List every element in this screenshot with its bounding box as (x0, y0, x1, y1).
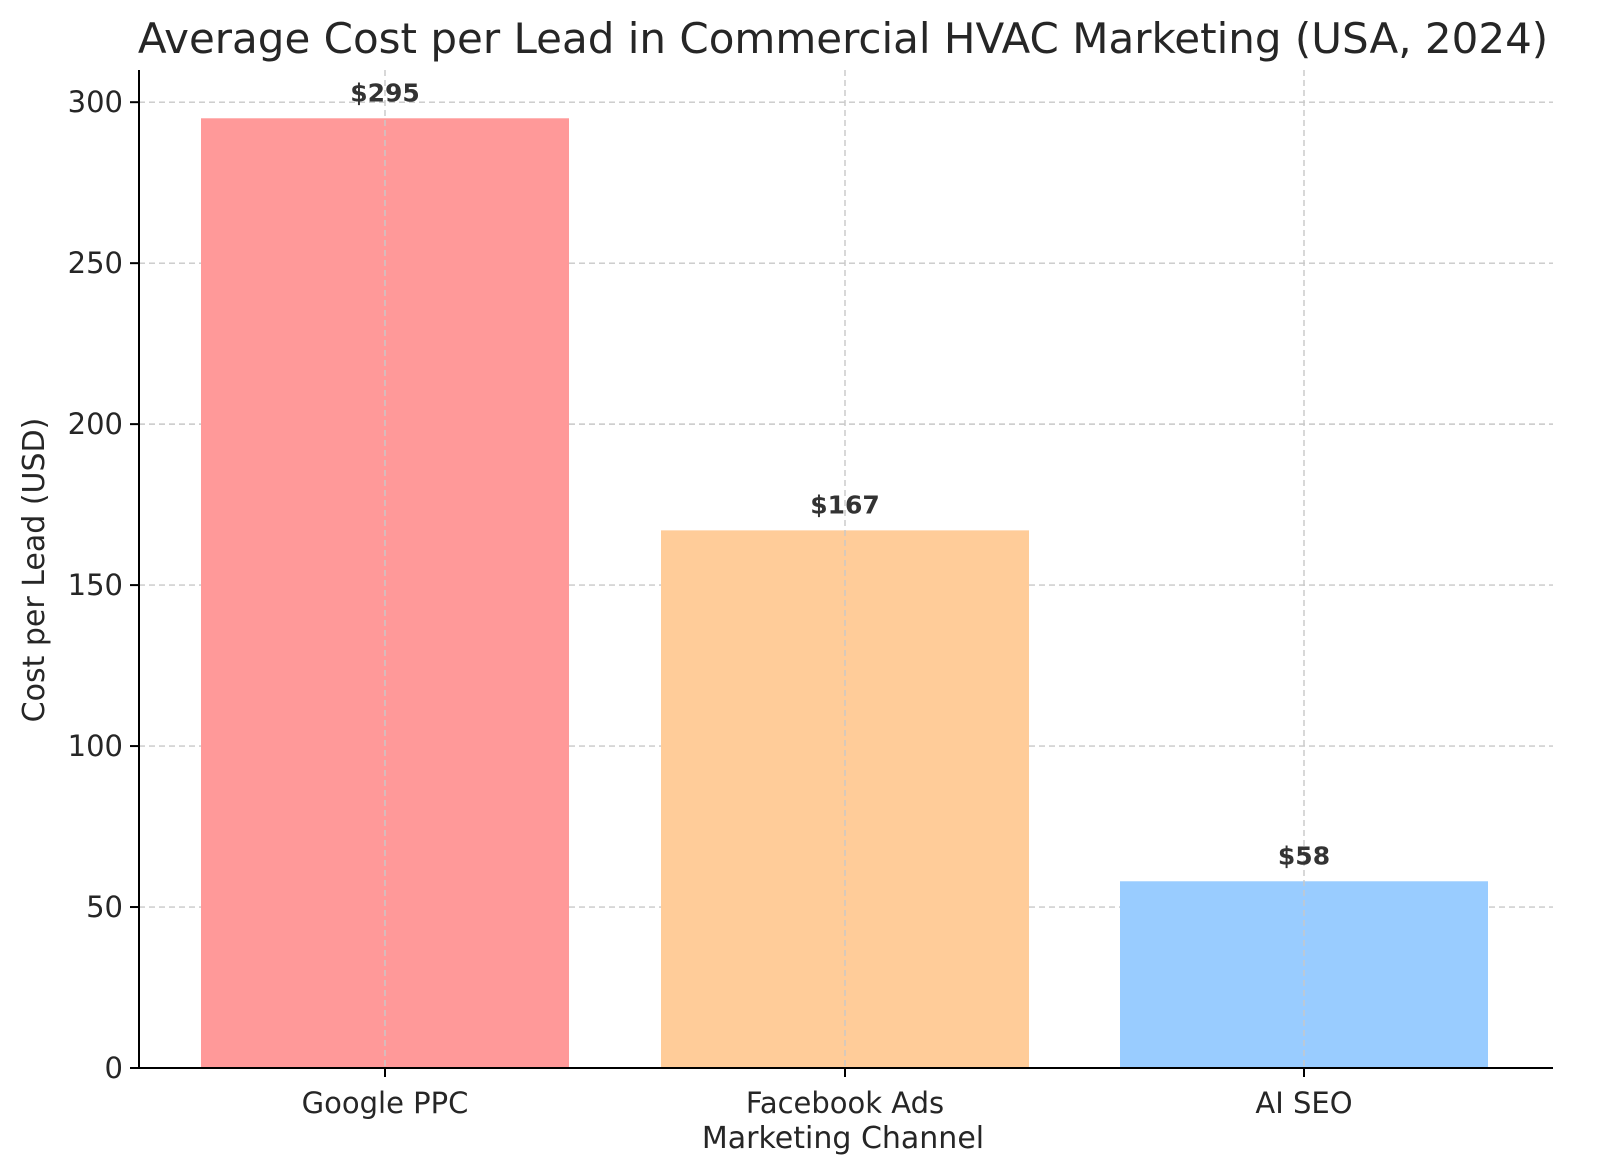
bar-data-label: $295 (350, 78, 420, 107)
y-tick-label: 250 (68, 246, 123, 280)
vgrid-layer (384, 70, 1305, 1068)
x-axis-label: Marketing Channel (702, 1121, 984, 1156)
axes-layer (130, 70, 1553, 1077)
bar-data-label: $167 (810, 490, 880, 519)
y-tick-label: 0 (105, 1051, 123, 1085)
bar-data-label: $58 (1278, 841, 1330, 870)
y-tick-label: 150 (68, 568, 123, 602)
y-tick-label: 100 (68, 729, 123, 763)
x-tick-label: AI SEO (1255, 1086, 1352, 1120)
labels-layer: 0 50 100 150 200 250 300 $295 Google PPC $167 Face… (68, 78, 1353, 1120)
x-tick-label: Facebook Ads (746, 1086, 944, 1120)
y-tick-label: 50 (86, 890, 123, 924)
bars-layer (201, 118, 1488, 1068)
y-tick-label: 200 (68, 407, 123, 441)
y-axis-label: Cost per Lead (USD) (17, 418, 52, 723)
chart-title: Average Cost per Lead in Commercial HVAC… (138, 14, 1548, 63)
bar (661, 530, 1029, 1068)
y-tick-label: 300 (68, 85, 123, 119)
x-tick-label: Google PPC (302, 1086, 469, 1120)
